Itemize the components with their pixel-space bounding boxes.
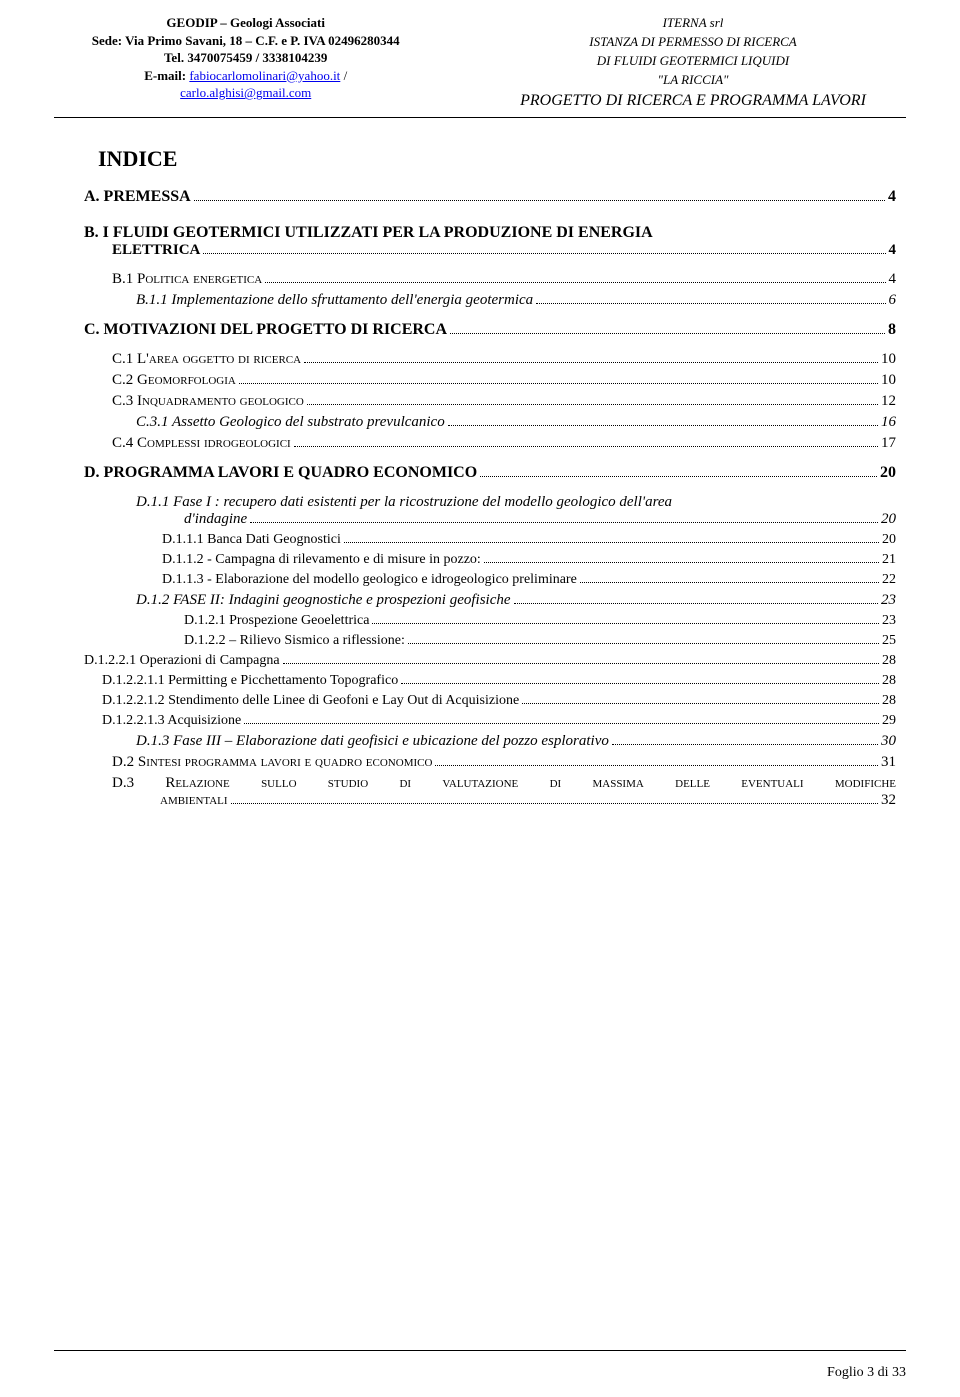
toc-entry: D.1.2.2.1.3 Acquisizione29: [102, 713, 896, 729]
org-name: GEODIP – Geologi Associati: [54, 14, 437, 32]
divider-bottom: [54, 1350, 906, 1351]
email-link-1[interactable]: fabiocarlomolinari@yahoo.it: [189, 68, 340, 83]
toc-entry: D.2 Sintesi programma lavori e quadro ec…: [112, 754, 896, 771]
toc-entry: D.1.2.2.1.2 Stendimento delle Linee di G…: [102, 693, 896, 709]
toc-entry: D.1.2.2 – Rilievo Sismico a riflessione:…: [184, 633, 896, 649]
email-line-2: carlo.alghisi@gmail.com: [54, 84, 437, 102]
toc-entry: D.1.1.1 Banca Dati Geognostici20: [162, 532, 896, 548]
toc-entry: C.2 Geomorfologia10: [112, 372, 896, 389]
toc-entry: D.3 Relazione sullo studio di valutazion…: [112, 775, 896, 809]
toc-entry: D.1.2 FASE II: Indagini geognostiche e p…: [136, 592, 896, 609]
address-line: Sede: Via Primo Savani, 18 – C.F. e P. I…: [54, 32, 437, 50]
toc-entry: C.3 Inquadramento geologico12: [112, 393, 896, 410]
toc-entry: B.1 Politica energetica4: [112, 271, 896, 288]
toc-entry: C.1 L'area oggetto di ricerca10: [112, 351, 896, 368]
toc-entry: D.1.3 Fase III – Elaborazione dati geofi…: [136, 733, 896, 750]
toc-entry: D.1.1.2 - Campagna di rilevamento e di m…: [162, 552, 896, 568]
client-name: ITERNA srl: [480, 14, 906, 33]
toc-title: INDICE: [98, 146, 906, 172]
toc-entry: D.1.1.3 - Elaborazione del modello geolo…: [162, 572, 896, 588]
page-footer: Foglio 3 di 33: [827, 1365, 906, 1381]
toc-entry: B. I FLUIDI GEOTERMICI UTILIZZATI PER LA…: [84, 224, 896, 259]
toc-entry: C. MOTIVAZIONI DEL PROGETTO DI RICERCA8: [84, 321, 896, 339]
header-right: ITERNA srl ISTANZA DI PERMESSO DI RICERC…: [480, 14, 906, 113]
header-left: GEODIP – Geologi Associati Sede: Via Pri…: [54, 14, 437, 102]
toc-entry: A. PREMESSA4: [84, 188, 896, 206]
toc-entry: D. PROGRAMMA LAVORI E QUADRO ECONOMICO20: [84, 464, 896, 482]
toc-entry: D.1.2.2.1 Operazioni di Campagna28: [84, 653, 896, 669]
doc-line-4: "LA RICCIA": [480, 71, 906, 90]
tel-line: Tel. 3470075459 / 3338104239: [54, 49, 437, 67]
toc-entry: B.1.1 Implementazione dello sfruttamento…: [136, 292, 896, 309]
toc-entry: C.4 Complessi idrogeologici17: [112, 435, 896, 452]
email-line-1: E-mail: fabiocarlomolinari@yahoo.it /: [54, 67, 437, 85]
toc-entry: D.1.1 Fase I : recupero dati esistenti p…: [136, 494, 896, 528]
toc: A. PREMESSA4 B. I FLUIDI GEOTERMICI UTILI…: [84, 188, 896, 809]
doc-line-2: ISTANZA DI PERMESSO DI RICERCA: [480, 33, 906, 52]
doc-title: PROGETTO DI RICERCA E PROGRAMMA LAVORI: [480, 89, 906, 112]
header: GEODIP – Geologi Associati Sede: Via Pri…: [54, 14, 906, 113]
toc-entry: D.1.2.2.1.1 Permitting e Picchettamento …: [102, 673, 896, 689]
toc-entry: C.3.1 Assetto Geologico del substrato pr…: [136, 414, 896, 431]
page: GEODIP – Geologi Associati Sede: Via Pri…: [0, 0, 960, 1397]
doc-line-3: DI FLUIDI GEOTERMICI LIQUIDI: [480, 52, 906, 71]
email-link-2[interactable]: carlo.alghisi@gmail.com: [180, 85, 311, 100]
toc-entry: D.1.2.1 Prospezione Geoelettrica23: [184, 613, 896, 629]
divider-top: [54, 117, 906, 118]
